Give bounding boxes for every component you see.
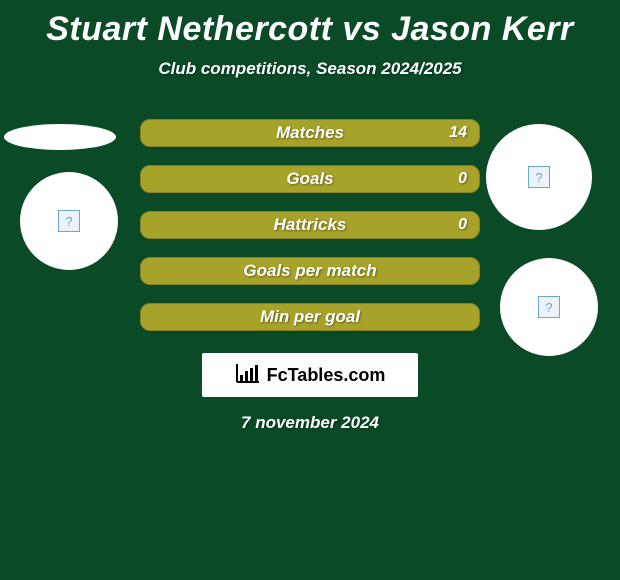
stat-value: 14 xyxy=(449,124,467,142)
attribution-badge: FcTables.com xyxy=(202,353,418,397)
decorative-ellipse xyxy=(4,124,116,150)
stat-bar-goals: Goals 0 xyxy=(140,165,480,193)
stats-bar-group: Matches 14 Goals 0 Hattricks 0 Goals per… xyxy=(140,119,480,331)
stat-label: Matches xyxy=(276,123,344,143)
stat-label: Min per goal xyxy=(260,307,360,327)
stat-value: 0 xyxy=(458,170,467,188)
stat-value: 0 xyxy=(458,216,467,234)
page-title: Stuart Nethercott vs Jason Kerr xyxy=(0,0,620,49)
avatar-circle: ? xyxy=(500,258,598,356)
avatar-circle: ? xyxy=(486,124,592,230)
stat-label: Goals xyxy=(286,169,333,189)
avatar-placeholder-icon: ? xyxy=(58,210,80,232)
stat-label: Hattricks xyxy=(274,215,347,235)
avatar-placeholder-icon: ? xyxy=(538,296,560,318)
stat-bar-matches: Matches 14 xyxy=(140,119,480,147)
avatar-placeholder-icon: ? xyxy=(528,166,550,188)
stat-bar-min-per-goal: Min per goal xyxy=(140,303,480,331)
avatar-circle: ? xyxy=(20,172,118,270)
page-subtitle: Club competitions, Season 2024/2025 xyxy=(0,59,620,79)
stat-label: Goals per match xyxy=(243,261,376,281)
date-text: 7 november 2024 xyxy=(0,413,620,433)
bar-chart-icon xyxy=(235,362,261,389)
stat-bar-goals-per-match: Goals per match xyxy=(140,257,480,285)
stat-bar-hattricks: Hattricks 0 xyxy=(140,211,480,239)
attribution-text: FcTables.com xyxy=(267,365,386,386)
